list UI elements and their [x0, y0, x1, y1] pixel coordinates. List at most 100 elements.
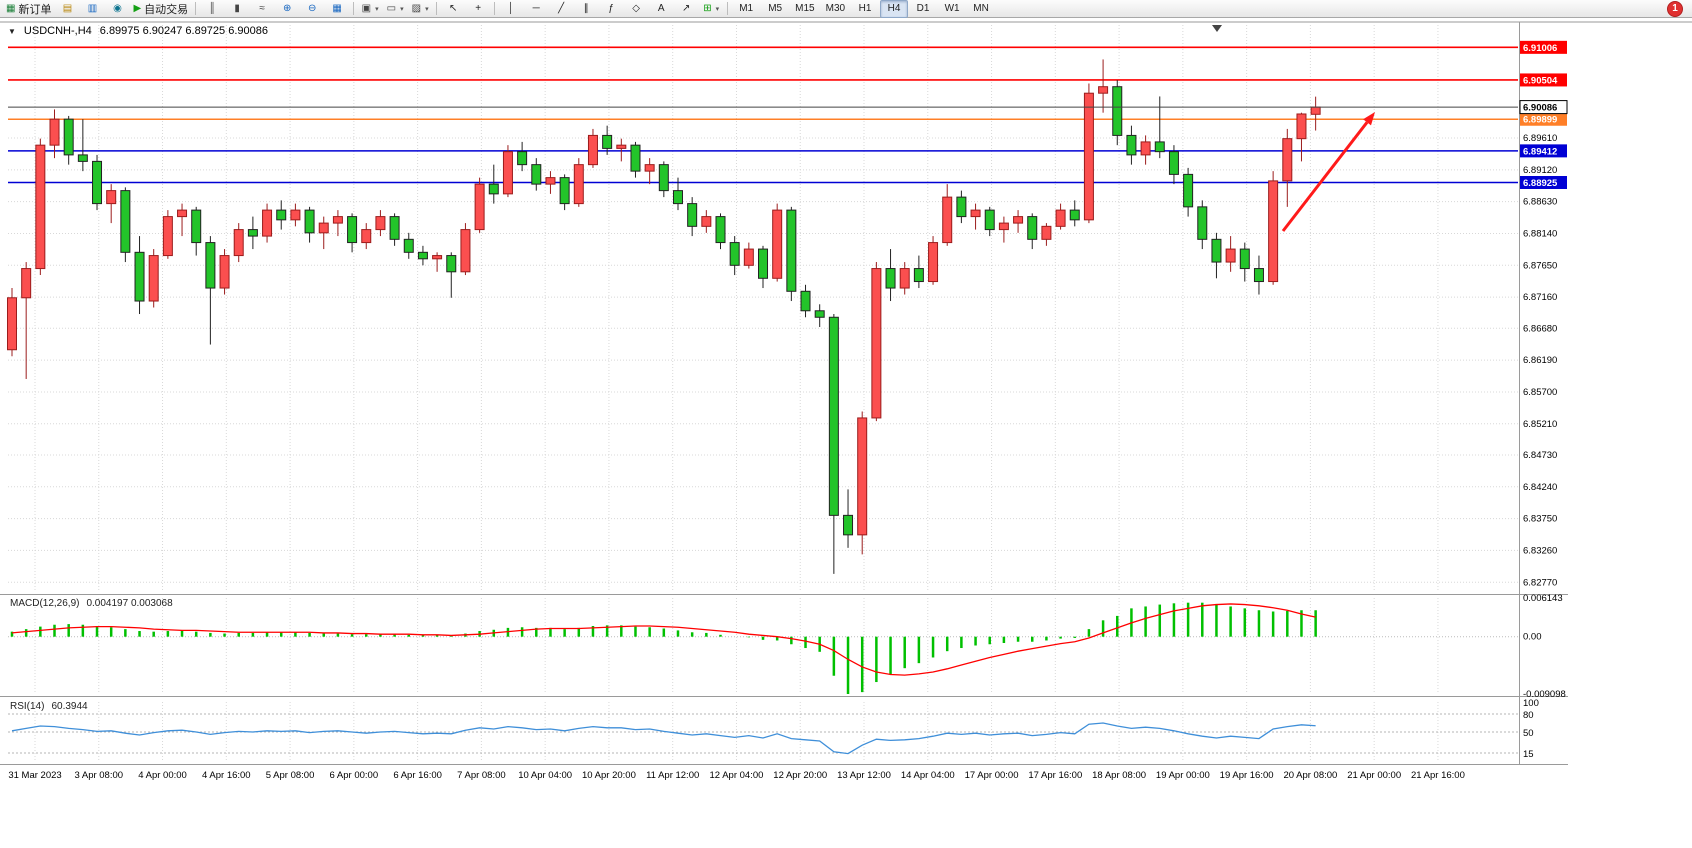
svg-text:7 Apr 08:00: 7 Apr 08:00: [457, 770, 506, 781]
svg-text:-0.009098: -0.009098: [1523, 689, 1566, 700]
dropdown-caret-icon: ▾: [425, 5, 429, 13]
svg-text:6 Apr 16:00: 6 Apr 16:00: [393, 770, 442, 781]
tile-windows-button[interactable]: ▦: [325, 0, 349, 18]
svg-text:18 Apr 08:00: 18 Apr 08:00: [1092, 770, 1146, 781]
svg-text:6.82770: 6.82770: [1523, 577, 1557, 588]
timeframe-m1-button[interactable]: M1: [739, 3, 754, 14]
dropdown-caret-icon: ▾: [375, 5, 379, 13]
trendline-button[interactable]: ╱: [549, 0, 573, 18]
svg-text:6.85700: 6.85700: [1523, 387, 1557, 398]
toolbar-separator: [436, 2, 438, 15]
horizontal-line-icon: ─: [532, 2, 540, 14]
new-order-button-label: 新订单: [18, 3, 52, 16]
chart-symbol-period: USDCNH-,H4: [23, 25, 92, 37]
svg-text:6.88630: 6.88630: [1523, 197, 1557, 208]
macd-values: 0.004197 0.003068: [86, 598, 173, 609]
toolbar-separator: [195, 2, 197, 15]
channel-icon: ∥: [583, 2, 589, 14]
profiles-icon: ▭: [386, 2, 397, 14]
text-icon: A: [657, 2, 665, 14]
svg-text:6.87650: 6.87650: [1523, 260, 1557, 271]
tile-windows-icon: ▦: [332, 2, 342, 14]
svg-text:6.88140: 6.88140: [1523, 228, 1557, 239]
svg-text:10 Apr 20:00: 10 Apr 20:00: [582, 770, 636, 781]
arrows-button[interactable]: ↗: [674, 0, 698, 18]
svg-text:6.88925: 6.88925: [1523, 178, 1558, 189]
chart-canvas[interactable]: 6.89610 6.89120 6.88630 6.88140 6.87650 6.871…: [0, 18, 1692, 848]
timeframe-h1-button[interactable]: H1: [858, 3, 872, 14]
candlestick-chart-button[interactable]: ▮: [225, 0, 249, 18]
svg-text:6.91006: 6.91006: [1523, 43, 1557, 54]
templates-button[interactable]: ▨ ▾: [408, 0, 432, 18]
svg-text:100: 100: [1523, 698, 1539, 709]
horizontal-line-button[interactable]: ─: [524, 0, 548, 18]
svg-text:12 Apr 04:00: 12 Apr 04:00: [710, 770, 764, 781]
timeframe-w1-button[interactable]: W1: [944, 3, 960, 14]
trend-arrow[interactable]: [1281, 121, 1369, 232]
printer-button[interactable]: ▤: [55, 0, 79, 18]
line-chart-button[interactable]: ≈: [250, 0, 274, 18]
svg-text:6.90504: 6.90504: [1523, 75, 1558, 86]
indicators-button[interactable]: ⊞ ▾: [699, 0, 723, 18]
zoom-out-button[interactable]: ⊖: [300, 0, 324, 18]
timeframe-m5-button[interactable]: M5: [768, 3, 783, 14]
bar-chart-button[interactable]: ║: [200, 0, 224, 18]
svg-text:6.83260: 6.83260: [1523, 545, 1557, 556]
zoom-in-button[interactable]: ⊕: [275, 0, 299, 18]
vertical-line-button[interactable]: │: [499, 0, 523, 18]
shapes-button[interactable]: ◇: [624, 0, 648, 18]
svg-text:4 Apr 00:00: 4 Apr 00:00: [138, 770, 187, 781]
svg-text:6.85210: 6.85210: [1523, 419, 1557, 430]
channel-button[interactable]: ∥: [574, 0, 598, 18]
print-preview-button[interactable]: ▥: [80, 0, 104, 18]
chart-collapse-icon[interactable]: ▼: [8, 26, 16, 36]
zoom-in-icon: ⊕: [282, 2, 292, 14]
timeframe-mn-button[interactable]: MN: [973, 3, 989, 14]
printer-icon: ▤: [62, 2, 73, 14]
play-icon: ▶: [133, 2, 142, 14]
svg-text:6.89120: 6.89120: [1523, 165, 1557, 176]
macd-indicator-label: MACD(12,26,9) 0.004197 0.003068: [10, 598, 173, 609]
new-chart-button[interactable]: ▣ ▾: [358, 0, 382, 18]
preview-icon: ▥: [87, 2, 98, 14]
rsi-value: 60.3944: [51, 701, 88, 712]
timeframe-d1-button[interactable]: D1: [916, 3, 930, 14]
chart-shift-marker-icon[interactable]: [1212, 25, 1222, 32]
crosshair-button[interactable]: +: [466, 0, 490, 18]
auto-trading-button[interactable]: ▶ 自动交易: [130, 0, 191, 18]
timeframe-h4-button[interactable]: H4: [880, 0, 909, 18]
svg-text:6.86680: 6.86680: [1523, 323, 1557, 334]
new-chart-icon: ▣: [361, 2, 372, 14]
svg-text:6.83750: 6.83750: [1523, 514, 1557, 525]
crosshair-icon: +: [475, 2, 482, 14]
cursor-button[interactable]: ↖: [441, 0, 465, 18]
fibonacci-icon: ƒ: [608, 2, 614, 14]
svg-text:6 Apr 00:00: 6 Apr 00:00: [330, 770, 379, 781]
price-axis: 6.89610 6.89120 6.88630 6.88140 6.87650 6.871…: [1519, 40, 1568, 760]
trend-arrow-head: [1363, 112, 1375, 126]
timeframe-m15-button[interactable]: M15: [795, 3, 815, 14]
chart-title: ▼ USDCNH-,H4 6.89975 6.90247 6.89725 6.9…: [8, 25, 268, 37]
svg-text:31 Mar 2023: 31 Mar 2023: [8, 770, 61, 781]
text-button[interactable]: A: [649, 0, 673, 18]
candlestick-series: [7, 59, 1321, 574]
rsi-name: RSI(14): [10, 701, 45, 712]
svg-text:19 Apr 16:00: 19 Apr 16:00: [1220, 770, 1274, 781]
notification-badge[interactable]: 1: [1667, 0, 1683, 17]
svg-text:0.006143: 0.006143: [1523, 593, 1563, 604]
refresh-icon: ◉: [113, 2, 122, 14]
fibonacci-button[interactable]: ƒ: [599, 0, 623, 18]
cursor-icon: ↖: [448, 2, 458, 14]
svg-text:14 Apr 04:00: 14 Apr 04:00: [901, 770, 955, 781]
new-order-button[interactable]: ▦ 新订单: [3, 0, 54, 18]
svg-text:13 Apr 12:00: 13 Apr 12:00: [837, 770, 891, 781]
profiles-button[interactable]: ▭ ▾: [383, 0, 407, 18]
refresh-button[interactable]: ◉: [105, 0, 129, 18]
dropdown-caret-icon: ▾: [400, 5, 404, 13]
svg-text:17 Apr 16:00: 17 Apr 16:00: [1028, 770, 1082, 781]
svg-text:6.89412: 6.89412: [1523, 146, 1557, 157]
timeframe-m30-button[interactable]: M30: [825, 3, 846, 14]
toolbar-separator: [727, 2, 729, 15]
line-chart-icon: ≈: [259, 2, 265, 14]
svg-text:15: 15: [1523, 749, 1534, 760]
